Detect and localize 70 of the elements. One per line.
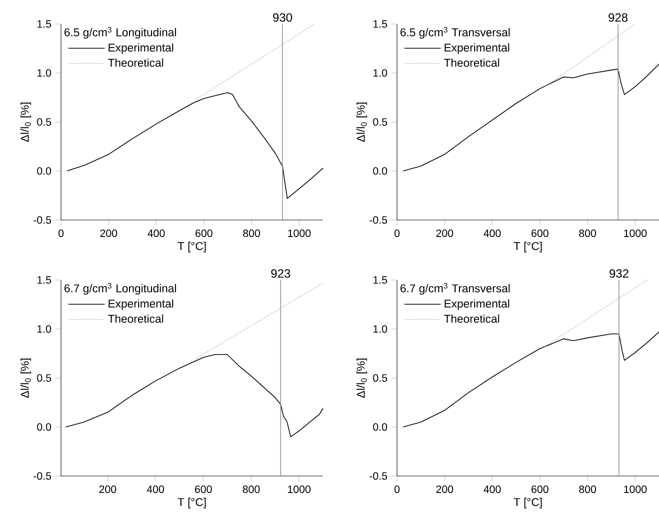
x-axis-title: T [°C] [178,242,206,252]
y-axis-title: Δl/l$_{0}$ [%] [20,102,32,142]
legend-label: Experimental [108,299,174,310]
y-tick-label: 0.5 [37,118,52,126]
x-tick-label: 200 [99,486,116,494]
legend-label: Experimental [444,299,510,310]
ref-line-label: 923 [271,269,290,278]
x-tick-label: 1000 [624,230,647,238]
x-tick-label: 600 [532,486,548,494]
x-tick-label: 200 [436,230,454,238]
y-axis-title: Δl/l$_{0}$ [%] [20,358,32,398]
y-tick-label: -0.5 [34,472,52,480]
x-tick-label: 0 [394,486,400,494]
y-tick-label: 1.0 [373,69,388,77]
line-series [66,92,324,199]
x-tick-label: 800 [242,486,260,494]
y-tick-label: 0.0 [37,167,52,175]
legend-label: Experimental [108,43,174,54]
x-tick-label: 1000 [288,486,311,494]
y-tick-label: 1.0 [37,69,52,77]
y-tick-label: 0.0 [37,423,52,431]
x-tick-label: 400 [484,230,501,238]
legend-label: Theoretical [444,314,500,323]
y-tick-label: 0.5 [37,374,52,382]
x-tick-label: 400 [148,230,165,238]
x-tick-label: 800 [579,486,596,494]
y-tick-label: -0.5 [34,216,52,224]
y-tick-label: 1.0 [37,325,52,333]
y-tick-label: 0.5 [373,374,388,382]
legend-label: Experimental [444,43,510,54]
x-tick-label: 200 [100,230,118,238]
x-tick-label: 600 [195,486,212,494]
x-tick-label: 1000 [288,230,311,238]
y-tick-label: 0.0 [373,423,388,431]
y-axis-title: Δl/l$_{0}$ [%] [356,102,368,142]
chart-title: 6.5 g/cm$^{3}$ Longitudinal [64,26,176,39]
x-tick-label: 800 [243,230,260,238]
x-tick-label: 1000 [624,486,647,494]
ref-line-label: 932 [610,269,628,278]
x-axis-title: T [°C] [514,242,542,252]
line-series [402,332,659,428]
chart-title: 6.5 g/cm$^{3}$ Transversal [400,26,510,39]
y-tick-label: 0.5 [373,118,388,126]
x-tick-label: 600 [532,230,548,238]
y-tick-label: 1.5 [37,20,52,28]
legend-label: Theoretical [108,314,164,323]
y-tick-label: 0.0 [373,167,388,175]
x-tick-label: 200 [436,486,454,494]
x-tick-label: 400 [146,486,164,494]
legend-label: Theoretical [444,58,500,67]
y-tick-label: -0.5 [370,216,388,224]
x-tick-label: 400 [484,486,501,494]
chart-title: 6.7 g/cm$^{3}$ Transversal [400,282,510,295]
y-tick-label: 1.5 [37,276,52,284]
x-axis-title: T [°C] [514,498,542,508]
x-tick-label: 0 [394,230,400,238]
y-tick-label: 1.0 [373,325,388,333]
x-tick-label: 800 [579,230,596,238]
legend-label: Theoretical [108,58,164,67]
chart-title: 6.7 g/cm$^{3}$ Longitudinal [64,282,176,295]
y-tick-label: 1.5 [373,276,388,284]
x-tick-label: 600 [196,230,212,238]
ref-line-label: 930 [273,13,292,22]
y-tick-label: 1.5 [373,20,388,28]
line-series [65,354,324,438]
y-tick-label: -0.5 [370,472,388,480]
x-tick-label: 0 [58,230,64,238]
y-axis-title: Δl/l$_{0}$ [%] [356,358,368,398]
x-axis-title: T [°C] [178,498,206,508]
ref-line-label: 928 [608,13,628,22]
